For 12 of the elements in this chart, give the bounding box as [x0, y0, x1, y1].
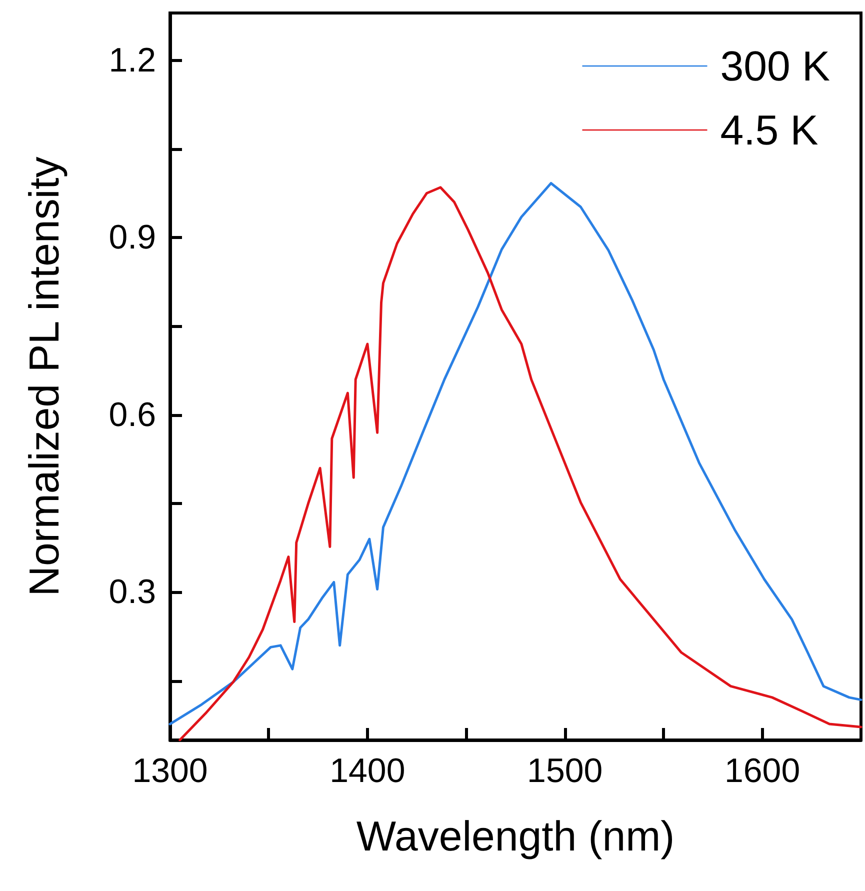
legend-label: 300 K: [720, 42, 830, 90]
x-tick-label: 1600: [724, 752, 800, 790]
y-tick-label: 1.2: [108, 41, 156, 80]
y-tick-label: 0.3: [108, 573, 156, 612]
y-tick-label: 0.9: [108, 218, 156, 257]
legend-label: 4.5 K: [720, 106, 818, 154]
x-tick-label: 1300: [132, 752, 208, 790]
x-axis-title: Wavelength (nm): [356, 812, 675, 860]
y-axis-title: Normalized PL intensity: [20, 156, 68, 596]
x-tick-label: 1500: [527, 752, 603, 790]
y-tick-label: 0.6: [108, 396, 156, 434]
x-tick-label: 1400: [330, 752, 406, 790]
